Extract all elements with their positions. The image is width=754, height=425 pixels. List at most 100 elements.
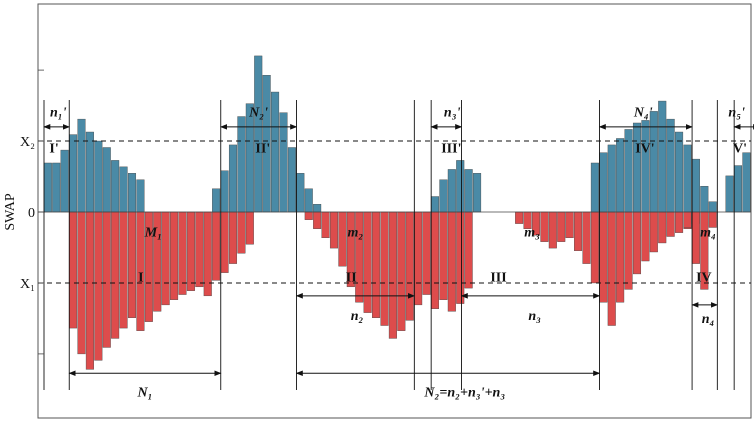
negative-bar	[548, 211, 557, 249]
negative-bar	[237, 211, 246, 254]
negative-bar	[228, 211, 238, 264]
negative-bar	[515, 211, 524, 224]
negative-bar	[372, 211, 381, 318]
positive-bar	[590, 162, 599, 213]
negative-bar	[329, 211, 339, 249]
negative-bar	[397, 211, 406, 331]
count-label: n₅'	[728, 105, 745, 120]
count-label: n₄	[702, 312, 715, 327]
segment-label: I'	[49, 142, 58, 157]
y-tick-label: X₂	[20, 135, 35, 150]
negative-bar	[186, 211, 195, 291]
positive-bar	[599, 152, 608, 213]
negative-bar	[127, 211, 137, 318]
positive-bar	[254, 55, 263, 213]
positive-bar	[102, 147, 111, 213]
y-tick-label: 0	[28, 206, 35, 221]
negative-bar	[574, 211, 583, 251]
negative-bar	[388, 211, 397, 339]
positive-bar	[447, 169, 456, 213]
positive-bar	[464, 169, 473, 213]
negative-bar	[178, 211, 187, 295]
negative-bar	[94, 211, 103, 361]
positive-bar	[296, 173, 305, 213]
segment-label: I	[138, 271, 143, 286]
positive-bar	[691, 158, 700, 213]
negative-bar	[632, 211, 642, 275]
positive-bar	[85, 131, 94, 213]
positive-bar	[733, 165, 743, 213]
segment-label: III	[490, 271, 506, 286]
positive-bar	[313, 204, 322, 213]
negative-bar	[212, 211, 221, 281]
count-label: m₃	[524, 225, 540, 240]
positive-bar	[607, 144, 616, 213]
positive-bar	[708, 201, 717, 213]
positive-bar	[666, 118, 675, 213]
negative-bar	[304, 211, 313, 220]
negative-bar	[313, 211, 322, 229]
positive-bar	[616, 138, 625, 213]
positive-bar	[456, 160, 465, 213]
negative-bar	[85, 211, 94, 370]
negative-bar	[380, 211, 389, 326]
positive-bar	[111, 160, 120, 213]
positive-bar	[60, 149, 69, 213]
negative-bar	[338, 211, 347, 267]
positive-bar	[43, 162, 52, 213]
negative-bar	[624, 211, 633, 290]
plot-frame	[37, 3, 752, 419]
y-axis-label: SWAP	[3, 193, 18, 231]
negative-bar	[363, 211, 372, 313]
negative-bar	[430, 211, 440, 309]
positive-bar	[742, 152, 751, 213]
positive-bar	[94, 140, 103, 213]
negative-bar	[456, 211, 465, 304]
negative-bar	[220, 211, 229, 273]
negative-bar	[447, 211, 456, 312]
positive-bar	[220, 170, 229, 213]
count-label: M₁	[144, 225, 162, 240]
segment-label: II'	[255, 142, 270, 157]
negative-bar	[641, 211, 650, 262]
negative-bar	[422, 211, 431, 295]
negative-bar	[195, 211, 204, 288]
negative-bar	[111, 211, 120, 339]
positive-bar	[52, 162, 61, 213]
positive-bar	[136, 179, 145, 213]
negative-bar	[119, 211, 128, 329]
segment-label: IV'	[635, 142, 654, 157]
count-label: n₃	[528, 309, 541, 324]
negative-bar	[658, 211, 667, 244]
positive-bar	[287, 147, 296, 213]
guide-lines-layer	[38, 100, 754, 390]
positive-bar	[69, 134, 78, 213]
positive-bar	[271, 91, 280, 213]
count-label: N₂=n₂+n₃'+n₃	[423, 385, 505, 400]
positive-bar	[473, 173, 482, 213]
negative-bar	[405, 211, 414, 321]
positive-bar	[228, 144, 238, 213]
positive-bar	[127, 173, 137, 213]
count-label: N₁	[137, 385, 153, 400]
negative-bar	[170, 211, 179, 300]
positive-bar	[700, 185, 709, 213]
count-label: n₁'	[50, 105, 67, 120]
y-tick-layer: X₂ 0 X₁	[20, 69, 44, 355]
negative-bar	[590, 211, 599, 284]
negative-bar	[439, 211, 448, 300]
positive-bar	[212, 188, 221, 213]
segment-label: V'	[733, 142, 747, 157]
negative-bar	[245, 211, 254, 245]
positive-bar	[439, 179, 448, 213]
segment-label: IV	[696, 271, 712, 286]
negative-bar	[565, 211, 574, 238]
positive-bar	[658, 100, 667, 213]
count-label: N₂'	[248, 105, 268, 120]
positive-bar	[119, 166, 128, 213]
positive-bar	[237, 116, 246, 213]
negative-bar	[321, 211, 330, 238]
negative-bar	[649, 211, 658, 253]
